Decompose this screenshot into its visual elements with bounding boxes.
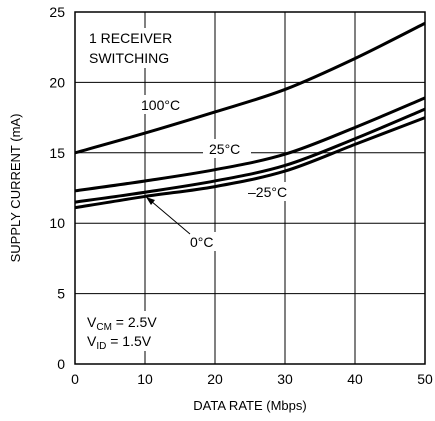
vid-condition: VID = 1.5V: [87, 333, 152, 352]
series-line-1: [74, 96, 426, 193]
y-tick-label: 5: [57, 286, 65, 302]
y-tick-label: 0: [57, 356, 65, 372]
arrowhead-icon: [146, 197, 155, 205]
series-line-0: [74, 21, 426, 155]
series-label-25c: 25°C: [209, 141, 240, 157]
series-label-0c: 0°C: [190, 234, 214, 250]
label-background: [186, 232, 226, 251]
series-label-100c: 100°C: [141, 97, 180, 113]
x-tick-label: 10: [137, 371, 153, 387]
y-tick-label: 10: [49, 215, 65, 231]
y-tick-label: 15: [49, 145, 65, 161]
vcm-condition: VCM = 2.5V: [87, 314, 157, 333]
grid: [75, 12, 425, 364]
label-background: [138, 95, 194, 114]
label-background: [203, 139, 251, 158]
condition-line-1: 1 RECEIVER: [89, 30, 172, 46]
series-lines: [74, 21, 426, 210]
label-background: [84, 311, 176, 351]
x-tick-label: 20: [207, 371, 223, 387]
y-tick-label: 20: [49, 74, 65, 90]
x-tick-label: 40: [347, 371, 363, 387]
y-tick-label: 25: [49, 4, 65, 20]
condition-line-2: SWITCHING: [89, 50, 169, 66]
plot-frame: [74, 11, 426, 365]
label-background: [84, 28, 188, 68]
series-line-2: [74, 107, 426, 204]
x-tick-label: 50: [417, 371, 433, 387]
series-label-minus25c: –25°C: [248, 184, 287, 200]
x-tick-label: 30: [277, 371, 293, 387]
label-background: [243, 182, 299, 201]
y-axis-title: SUPPLY CURRENT (mA): [8, 114, 23, 263]
tick-labels: 0 10 20 30 40 50 0 5 10 15 20 25: [49, 4, 433, 387]
x-tick-label: 0: [71, 371, 79, 387]
x-axis-title: DATA RATE (Mbps): [193, 398, 306, 413]
series-line-3: [74, 116, 426, 210]
label-leader-line: [150, 200, 191, 235]
